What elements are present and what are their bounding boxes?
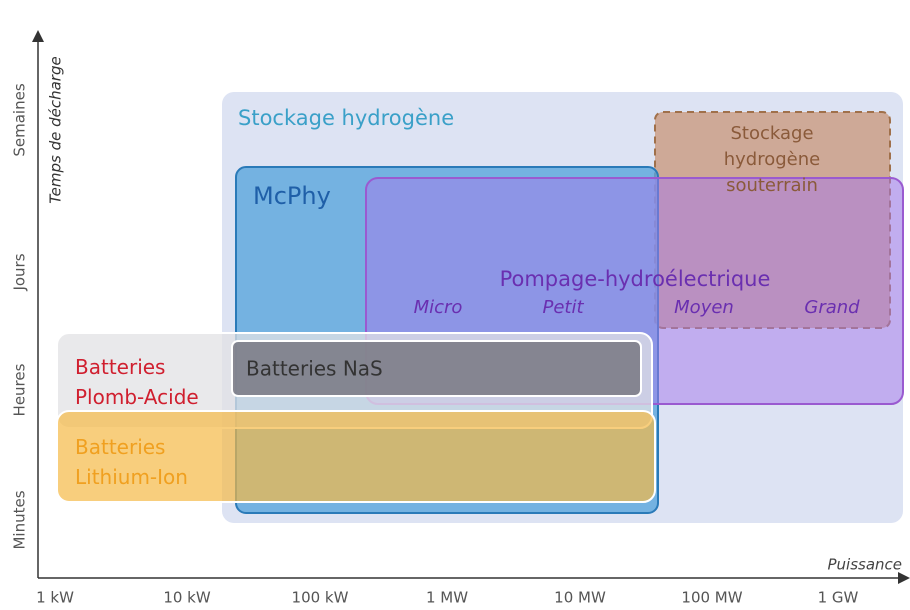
region-label: Stockage hydrogène souterrain <box>724 123 821 196</box>
x-label: 10 kW <box>163 589 211 607</box>
sublabel: Moyen <box>674 297 734 318</box>
sublabel: Micro <box>414 297 463 318</box>
y-label: Minutes <box>11 490 29 549</box>
region-label: Stockage hydrogène <box>238 106 454 130</box>
sublabel: Grand <box>804 297 860 318</box>
x-label: 100 MW <box>681 589 742 607</box>
y-label: Heures <box>11 363 29 416</box>
region-label: McPhy <box>253 182 331 210</box>
x-label: 10 MW <box>554 589 606 607</box>
region-nas <box>231 340 642 397</box>
x-label: 1 MW <box>426 589 468 607</box>
region-label: Batteries Lithium-Ion <box>75 435 188 489</box>
region-label: Batteries Plomb-Acide <box>75 355 199 409</box>
region-label: Pompage-hydroélectrique <box>500 267 771 291</box>
x-title: Puissance <box>827 556 902 574</box>
x-label: 100 kW <box>292 589 349 607</box>
y-title: Temps de décharge <box>47 56 65 203</box>
x-label: 1 kW <box>36 589 74 607</box>
x-label: 1 GW <box>818 589 859 607</box>
sublabel: Petit <box>542 297 584 318</box>
y-label: Semaines <box>11 83 29 156</box>
region-label: Batteries NaS <box>246 357 383 381</box>
y-label: Jours <box>11 253 29 291</box>
region-lithium <box>56 410 656 503</box>
